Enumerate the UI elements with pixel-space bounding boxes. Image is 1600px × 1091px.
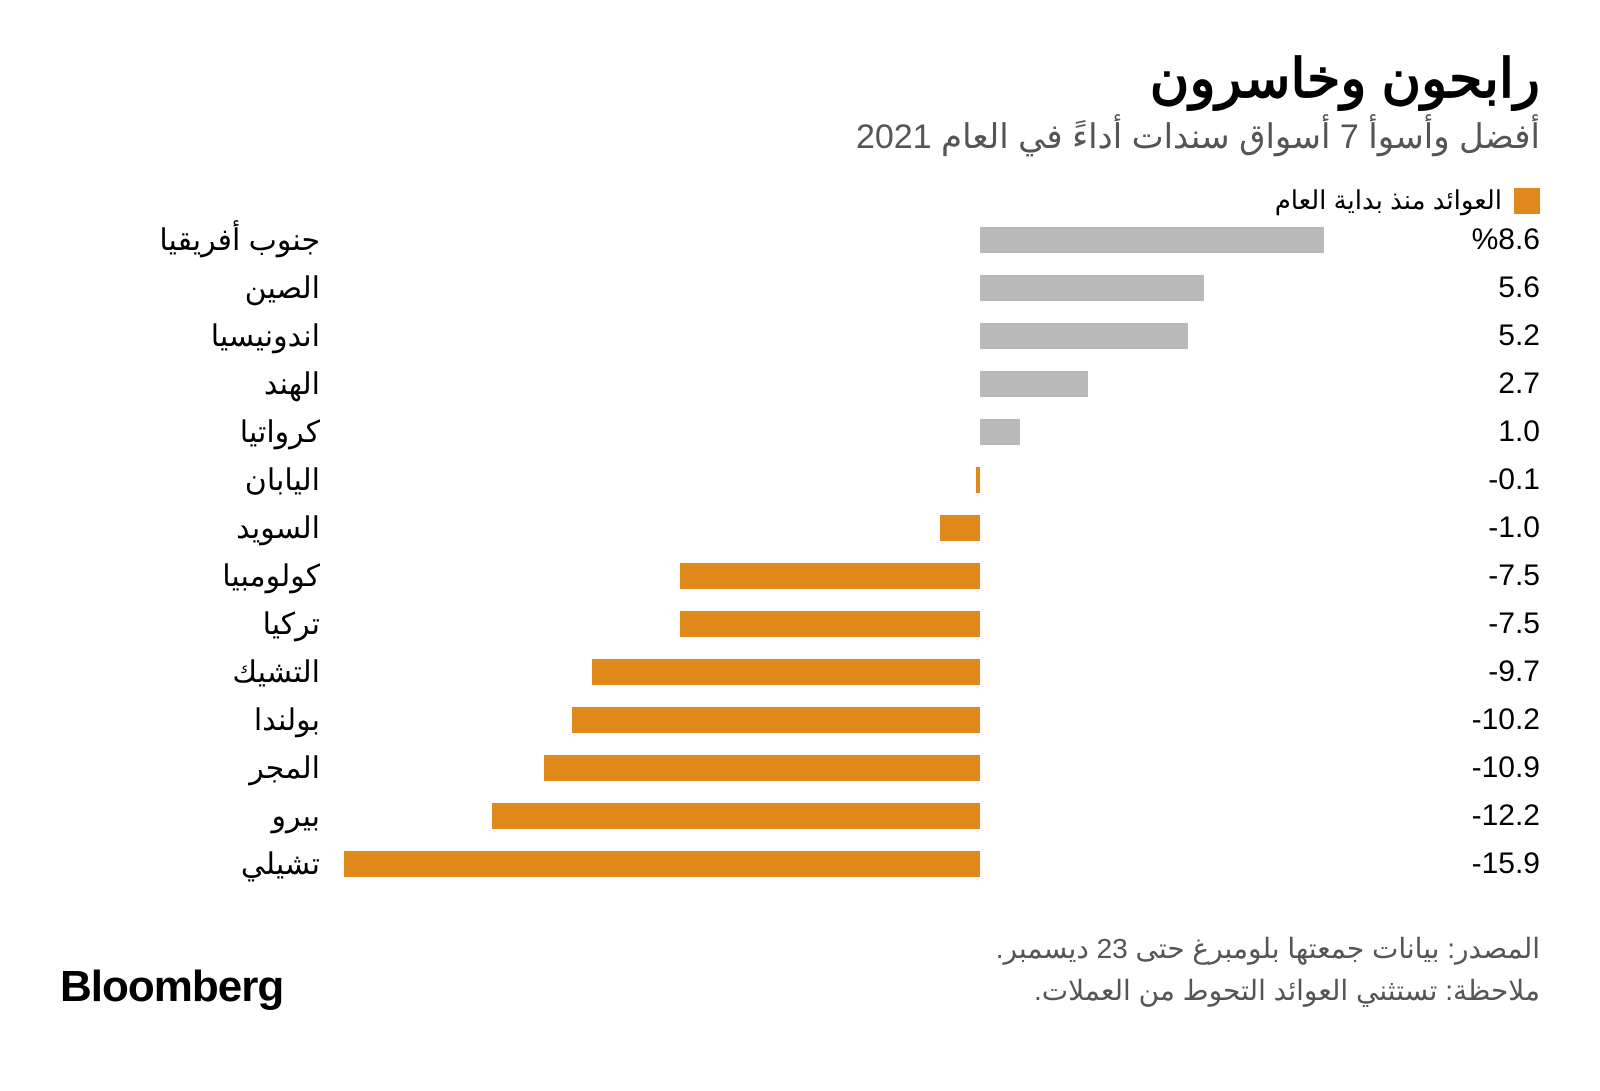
value-label: -1.0 bbox=[1370, 511, 1540, 545]
chart-row: التشيك -9.7 bbox=[60, 648, 1540, 696]
plot-area bbox=[340, 456, 1340, 504]
category-label: الهند bbox=[60, 367, 320, 402]
legend-swatch bbox=[1514, 188, 1540, 214]
plot-area bbox=[340, 216, 1340, 264]
bar bbox=[680, 611, 980, 637]
chart-subtitle: أفضل وأسوأ 7 أسواق سندات أداءً في العام … bbox=[60, 117, 1540, 157]
value-label: -9.7 bbox=[1370, 655, 1540, 689]
bar bbox=[544, 755, 980, 781]
bar bbox=[592, 659, 980, 685]
value-label: -0.1 bbox=[1370, 463, 1540, 497]
chart-row: الهند 2.7 bbox=[60, 360, 1540, 408]
category-label: اليابان bbox=[60, 463, 320, 498]
value-label: 1.0 bbox=[1370, 415, 1540, 449]
legend: العوائد منذ بداية العام bbox=[60, 185, 1540, 216]
plot-area bbox=[340, 504, 1340, 552]
plot-area bbox=[340, 744, 1340, 792]
bar bbox=[980, 275, 1204, 301]
category-label: بولندا bbox=[60, 703, 320, 738]
chart-row: الصين 5.6 bbox=[60, 264, 1540, 312]
bar-chart: جنوب أفريقيا %8.6 الصين 5.6 اندونيسيا 5.2 الهن… bbox=[60, 216, 1540, 888]
value-label: -7.5 bbox=[1370, 559, 1540, 593]
plot-area bbox=[340, 312, 1340, 360]
plot-area bbox=[340, 792, 1340, 840]
chart-row: اندونيسيا 5.2 bbox=[60, 312, 1540, 360]
value-label: -10.9 bbox=[1370, 751, 1540, 785]
chart-title: رابحون وخاسرون bbox=[60, 50, 1540, 109]
category-label: تشيلي bbox=[60, 847, 320, 882]
value-label: -12.2 bbox=[1370, 799, 1540, 833]
value-label: -10.2 bbox=[1370, 703, 1540, 737]
category-label: اندونيسيا bbox=[60, 319, 320, 354]
chart-row: بولندا -10.2 bbox=[60, 696, 1540, 744]
value-label: 2.7 bbox=[1370, 367, 1540, 401]
category-label: التشيك bbox=[60, 655, 320, 690]
category-label: كرواتيا bbox=[60, 415, 320, 450]
chart-row: كولومبيا -7.5 bbox=[60, 552, 1540, 600]
chart-row: تشيلي -15.9 bbox=[60, 840, 1540, 888]
chart-row: جنوب أفريقيا %8.6 bbox=[60, 216, 1540, 264]
bar bbox=[344, 851, 980, 877]
category-label: بيرو bbox=[60, 799, 320, 834]
bar bbox=[980, 323, 1188, 349]
value-label: -15.9 bbox=[1370, 847, 1540, 881]
value-label: 5.2 bbox=[1370, 319, 1540, 353]
chart-row: المجر -10.9 bbox=[60, 744, 1540, 792]
category-label: السويد bbox=[60, 511, 320, 546]
source-line: المصدر: بيانات جمعتها بلومبرغ حتى 23 ديس… bbox=[996, 928, 1540, 970]
bar bbox=[976, 467, 980, 493]
category-label: جنوب أفريقيا bbox=[60, 223, 320, 258]
plot-area bbox=[340, 648, 1340, 696]
plot-area bbox=[340, 552, 1340, 600]
plot-area bbox=[340, 696, 1340, 744]
chart-row: تركيا -7.5 bbox=[60, 600, 1540, 648]
plot-area bbox=[340, 360, 1340, 408]
value-label: %8.6 bbox=[1370, 223, 1540, 257]
bar bbox=[980, 227, 1324, 253]
value-label: -7.5 bbox=[1370, 607, 1540, 641]
category-label: الصين bbox=[60, 271, 320, 306]
note-line: ملاحظة: تستثني العوائد التحوط من العملات… bbox=[996, 970, 1540, 1012]
plot-area bbox=[340, 600, 1340, 648]
bar bbox=[940, 515, 980, 541]
footer-notes: المصدر: بيانات جمعتها بلومبرغ حتى 23 ديس… bbox=[996, 928, 1540, 1012]
chart-row: كرواتيا 1.0 bbox=[60, 408, 1540, 456]
bar bbox=[980, 419, 1020, 445]
category-label: المجر bbox=[60, 751, 320, 786]
plot-area bbox=[340, 264, 1340, 312]
bar bbox=[492, 803, 980, 829]
category-label: تركيا bbox=[60, 607, 320, 642]
chart-row: بيرو -12.2 bbox=[60, 792, 1540, 840]
bar bbox=[572, 707, 980, 733]
plot-area bbox=[340, 408, 1340, 456]
chart-row: اليابان -0.1 bbox=[60, 456, 1540, 504]
chart-row: السويد -1.0 bbox=[60, 504, 1540, 552]
bar bbox=[680, 563, 980, 589]
plot-area bbox=[340, 840, 1340, 888]
legend-label: العوائد منذ بداية العام bbox=[1275, 185, 1502, 216]
value-label: 5.6 bbox=[1370, 271, 1540, 305]
category-label: كولومبيا bbox=[60, 559, 320, 594]
brand-logo: Bloomberg bbox=[60, 962, 283, 1012]
bar bbox=[980, 371, 1088, 397]
